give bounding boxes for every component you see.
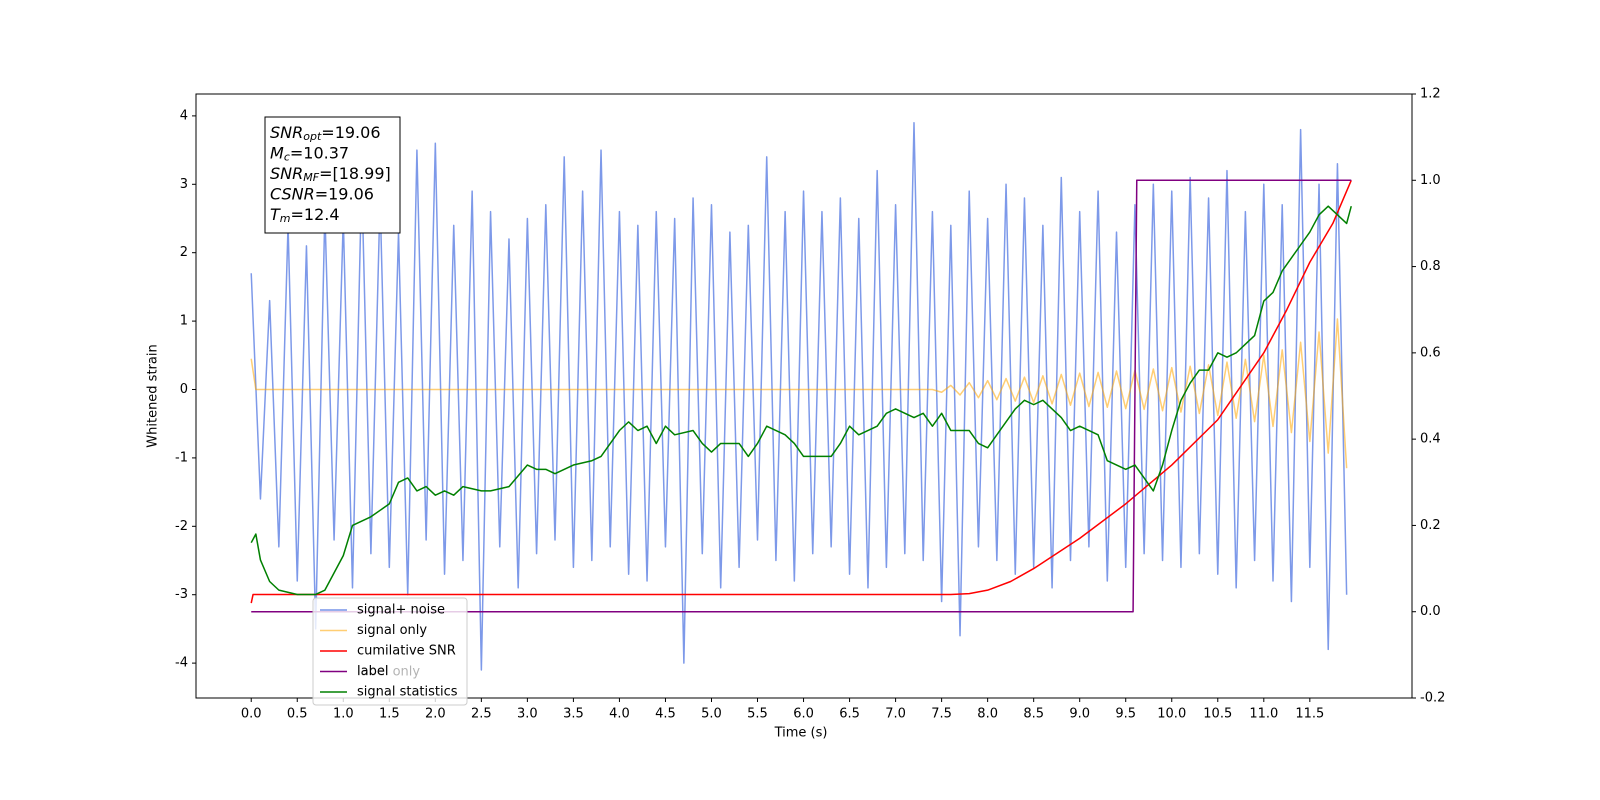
stat-subscript: MF <box>303 171 319 184</box>
x-tick-label: 4.0 <box>609 707 630 722</box>
x-tick-label: 5.5 <box>747 707 768 722</box>
y2-tick-label: 1.0 <box>1420 173 1441 188</box>
y-tick-label: -1 <box>175 450 188 465</box>
y-tick-label: 3 <box>180 177 188 192</box>
legend-overlay-label: label only <box>357 665 420 680</box>
legend-label: signal statistics <box>357 685 458 700</box>
plot-lines <box>250 121 1352 671</box>
x-tick-label: 8.5 <box>1023 707 1044 722</box>
x-tick-label: 11.0 <box>1249 707 1278 722</box>
legend-label: label <box>357 664 388 679</box>
stat-symbol: SNR <box>270 164 303 183</box>
stat-value: =[18.99] <box>319 164 391 183</box>
x-tick-label: 1.0 <box>333 707 354 722</box>
y2-tick-label: -0.2 <box>1420 691 1445 706</box>
series-line <box>250 318 1348 469</box>
y2-tick-label: 0.0 <box>1420 604 1441 619</box>
stat-value: =12.4 <box>291 205 340 224</box>
stat-value: =19.06 <box>315 184 374 203</box>
x-axis-label: Time (s) <box>774 726 828 741</box>
stat-subscript: m <box>280 212 291 225</box>
stat-line: SNRopt=19.06 <box>270 123 381 144</box>
legend-label: signal only <box>357 623 427 638</box>
stat-line: Tm=12.4 <box>270 205 340 226</box>
legend-label: signal+ noise <box>357 603 445 618</box>
y2-tick-label: 0.8 <box>1420 259 1441 274</box>
y-axis-label: Whitened strain <box>146 344 161 447</box>
x-tick-label: 3.5 <box>563 707 584 722</box>
series-line <box>250 179 1352 604</box>
x-tick-label: 2.0 <box>425 707 446 722</box>
stat-symbol: CSNR <box>270 184 315 203</box>
x-tick-label: 10.5 <box>1203 707 1232 722</box>
legend: label only signal+ noise signal only cumila… <box>312 597 468 706</box>
legend-frame <box>312 597 468 706</box>
stats-box: SNRopt=19.06Mc=10.37SNRMF=[18.99]CSNR=19… <box>264 116 401 234</box>
stat-symbol: SNR <box>270 123 303 142</box>
stat-value: =19.06 <box>321 123 380 142</box>
y-tick-label: 2 <box>180 245 188 260</box>
x-tick-label: 7.0 <box>885 707 906 722</box>
x-tick-label: 1.5 <box>379 707 400 722</box>
x-tick-label: 7.5 <box>931 707 952 722</box>
x-tick-label: 9.0 <box>1069 707 1090 722</box>
series-line <box>251 179 1352 613</box>
series-line <box>250 121 1348 671</box>
stat-subscript: c <box>284 151 290 164</box>
ticks: 0.0 0.5 1.0 1.5 2.0 2.5 3.0 3.5 4.0 4.5 5.0 5.5 6.0 6… <box>175 87 1445 722</box>
x-tick-label: 6.5 <box>839 707 860 722</box>
x-tick-label: 9.5 <box>1115 707 1136 722</box>
stat-line: CSNR=19.06 <box>270 184 374 203</box>
stats-frame <box>264 116 401 234</box>
y-tick-label: -2 <box>175 519 188 534</box>
x-tick-label: 0.0 <box>241 707 262 722</box>
stat-symbol: M <box>270 143 284 162</box>
y2-tick-label: 0.6 <box>1420 345 1441 360</box>
stat-line: SNRMF=[18.99] <box>270 164 391 185</box>
stat-line: Mc=10.37 <box>270 143 349 164</box>
x-tick-label: 5.0 <box>701 707 722 722</box>
stat-subscript: opt <box>303 130 322 143</box>
y-tick-label: 0 <box>180 382 188 397</box>
y-tick-label: 1 <box>180 314 188 329</box>
y-tick-label: -4 <box>175 656 188 671</box>
x-tick-label: 3.0 <box>517 707 538 722</box>
x-tick-label: 2.5 <box>471 707 492 722</box>
x-tick-label: 6.0 <box>793 707 814 722</box>
y-tick-label: 4 <box>180 108 188 123</box>
y2-tick-label: 0.2 <box>1420 518 1441 533</box>
x-tick-label: 0.5 <box>287 707 308 722</box>
y2-tick-label: 0.4 <box>1420 432 1441 447</box>
legend-label: cumilative SNR <box>357 644 456 659</box>
x-tick-label: 8.0 <box>977 707 998 722</box>
stat-value: =10.37 <box>290 143 349 162</box>
y-tick-label: -3 <box>175 587 188 602</box>
x-tick-label: 4.5 <box>655 707 676 722</box>
y2-tick-label: 1.2 <box>1420 87 1441 102</box>
x-tick-label: 10.0 <box>1157 707 1186 722</box>
x-tick-label: 11.5 <box>1295 707 1324 722</box>
stat-symbol: T <box>270 205 281 224</box>
series-line <box>250 205 1352 596</box>
